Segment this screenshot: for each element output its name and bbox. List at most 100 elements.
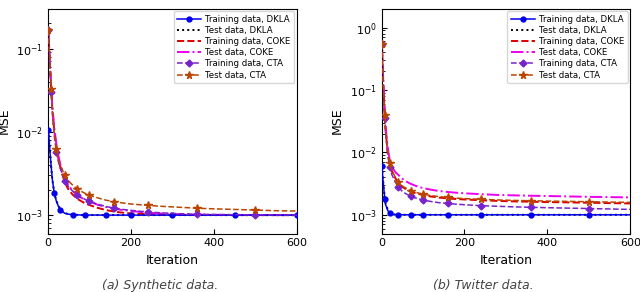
Test data, COKE bbox=[477, 192, 485, 196]
Test data, DKLA bbox=[511, 213, 518, 217]
Training data, DKLA bbox=[61, 211, 68, 215]
Test data, COKE bbox=[627, 196, 634, 199]
Test data, DKLA bbox=[231, 213, 239, 217]
Training data, CTA bbox=[477, 204, 485, 207]
Test data, COKE bbox=[452, 191, 460, 194]
Training data, DKLA bbox=[252, 213, 259, 217]
Training data, COKE bbox=[46, 67, 54, 70]
Training data, COKE bbox=[606, 201, 614, 205]
Training data, COKE bbox=[51, 128, 58, 132]
Training data, COKE bbox=[54, 157, 62, 160]
Training data, CTA bbox=[452, 202, 460, 206]
Training data, CTA bbox=[193, 213, 201, 216]
Training data, CTA bbox=[46, 65, 54, 69]
Test data, COKE bbox=[51, 126, 58, 129]
Training data, COKE bbox=[406, 190, 414, 193]
Test data, DKLA bbox=[394, 213, 402, 216]
Test data, DKLA bbox=[388, 212, 396, 216]
Training data, DKLA bbox=[73, 213, 81, 217]
Test data, CTA bbox=[564, 200, 572, 203]
Test data, COKE bbox=[388, 164, 396, 168]
Test data, CTA bbox=[386, 161, 394, 165]
Test data, CTA bbox=[252, 208, 259, 212]
Training data, CTA bbox=[293, 213, 301, 217]
Line: Test data, COKE: Test data, COKE bbox=[382, 44, 630, 197]
Test data, COKE bbox=[48, 102, 56, 105]
Test data, CTA bbox=[444, 196, 452, 199]
Training data, COKE bbox=[193, 213, 201, 217]
Training data, COKE bbox=[494, 199, 502, 203]
Training data, DKLA bbox=[394, 213, 402, 216]
Test data, CTA bbox=[380, 90, 387, 93]
Test data, CTA bbox=[527, 199, 534, 202]
Training data, COKE bbox=[252, 213, 259, 217]
Training data, CTA bbox=[527, 206, 534, 209]
Test data, CTA bbox=[627, 201, 634, 204]
Training data, DKLA bbox=[386, 212, 394, 215]
Legend: Training data, DKLA, Test data, DKLA, Training data, COKE, Test data, COKE, Trai: Training data, DKLA, Test data, DKLA, Tr… bbox=[173, 11, 294, 83]
Test data, CTA bbox=[61, 174, 68, 177]
Training data, COKE bbox=[428, 195, 435, 198]
Training data, CTA bbox=[65, 185, 72, 189]
Training data, COKE bbox=[45, 29, 52, 32]
Test data, DKLA bbox=[111, 213, 118, 217]
Test data, COKE bbox=[543, 194, 551, 198]
Training data, CTA bbox=[380, 93, 387, 96]
Training data, CTA bbox=[127, 208, 135, 212]
Test data, CTA bbox=[86, 193, 93, 197]
Training data, CTA bbox=[94, 203, 102, 206]
Test data, DKLA bbox=[384, 208, 392, 211]
Test data, COKE bbox=[382, 126, 390, 129]
Test data, COKE bbox=[52, 142, 60, 145]
Test data, CTA bbox=[77, 190, 85, 193]
Training data, COKE bbox=[378, 42, 386, 46]
Test data, CTA bbox=[511, 199, 518, 202]
Test data, COKE bbox=[252, 213, 259, 217]
Training data, DKLA bbox=[384, 208, 392, 212]
Training data, DKLA bbox=[231, 213, 239, 217]
Line: Test data, DKLA: Test data, DKLA bbox=[49, 130, 297, 215]
Training data, COKE bbox=[380, 90, 387, 93]
Test data, COKE bbox=[65, 184, 72, 187]
Test data, DKLA bbox=[543, 213, 551, 217]
Training data, CTA bbox=[45, 29, 52, 32]
Training data, DKLA bbox=[189, 213, 197, 217]
Training data, CTA bbox=[406, 194, 414, 198]
Test data, COKE bbox=[494, 193, 502, 197]
Training data, DKLA bbox=[378, 164, 386, 168]
Training data, DKLA bbox=[102, 213, 110, 217]
Test data, DKLA bbox=[381, 197, 388, 200]
Test data, DKLA bbox=[444, 213, 452, 217]
Test data, COKE bbox=[94, 203, 102, 206]
Training data, CTA bbox=[403, 192, 410, 196]
Training data, DKLA bbox=[419, 213, 427, 217]
Training data, CTA bbox=[564, 206, 572, 210]
Training data, COKE bbox=[65, 188, 72, 192]
Test data, CTA bbox=[144, 204, 152, 207]
Training data, COKE bbox=[127, 212, 135, 215]
Training data, COKE bbox=[52, 144, 60, 147]
Test data, DKLA bbox=[52, 199, 60, 202]
Training data, DKLA bbox=[119, 213, 127, 217]
Training data, CTA bbox=[543, 206, 551, 209]
Test data, COKE bbox=[386, 159, 394, 162]
Training data, COKE bbox=[45, 48, 53, 52]
Test data, CTA bbox=[65, 180, 72, 183]
Training data, CTA bbox=[606, 207, 614, 211]
Test data, DKLA bbox=[65, 212, 72, 216]
Test data, COKE bbox=[419, 186, 427, 190]
Training data, COKE bbox=[381, 114, 388, 118]
Training data, DKLA bbox=[111, 213, 118, 217]
Test data, DKLA bbox=[386, 211, 394, 214]
Training data, DKLA bbox=[65, 213, 72, 216]
Test data, COKE bbox=[77, 196, 85, 199]
Training data, CTA bbox=[627, 208, 634, 211]
Training data, COKE bbox=[511, 200, 518, 203]
Test data, DKLA bbox=[61, 211, 68, 215]
Training data, DKLA bbox=[543, 213, 551, 217]
Test data, COKE bbox=[384, 146, 392, 150]
Test data, CTA bbox=[461, 197, 468, 200]
Test data, DKLA bbox=[272, 213, 280, 217]
Line: Training data, COKE: Training data, COKE bbox=[382, 44, 630, 204]
Training data, DKLA bbox=[48, 176, 56, 180]
